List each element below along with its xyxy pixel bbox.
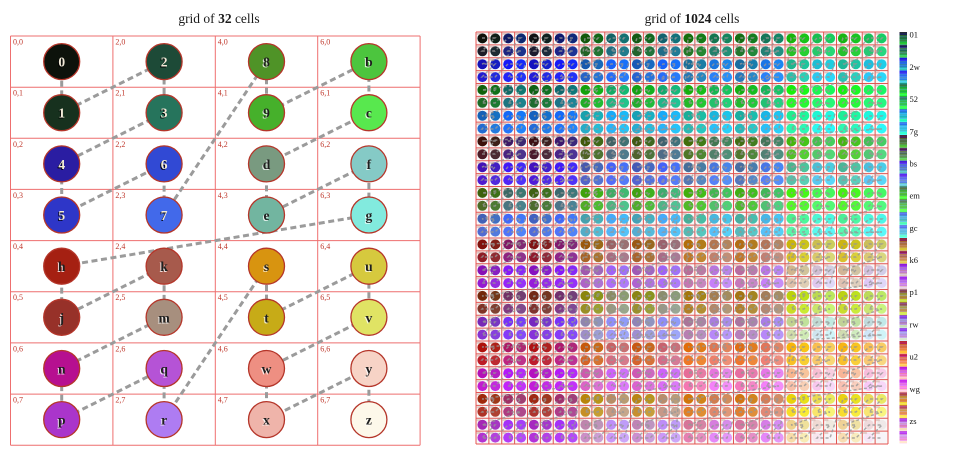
svg-text:6,2: 6,2: [320, 140, 330, 149]
svg-text:0,0: 0,0: [13, 38, 23, 47]
svg-text:4,0: 4,0: [218, 38, 228, 47]
svg-text:2,2: 2,2: [115, 140, 125, 149]
svg-text:r: r: [161, 413, 167, 428]
svg-text:zs: zs: [910, 416, 917, 426]
svg-text:p: p: [58, 413, 66, 428]
svg-text:u2: u2: [910, 352, 919, 362]
svg-text:01: 01: [910, 30, 919, 40]
svg-text:6,7: 6,7: [320, 396, 330, 405]
svg-text:m: m: [158, 310, 170, 325]
svg-text:7g: 7g: [910, 126, 919, 136]
svg-text:u: u: [365, 259, 373, 274]
svg-text:0: 0: [58, 55, 65, 70]
svg-text:0,5: 0,5: [13, 293, 23, 302]
svg-text:j: j: [58, 310, 64, 325]
svg-text:6: 6: [161, 157, 168, 172]
svg-text:4,6: 4,6: [218, 344, 228, 353]
svg-text:5: 5: [58, 208, 65, 223]
svg-text:2,5: 2,5: [115, 293, 125, 302]
svg-text:s: s: [264, 259, 269, 274]
svg-text:4,3: 4,3: [218, 191, 228, 200]
svg-text:wg: wg: [910, 384, 921, 394]
svg-text:y: y: [366, 362, 373, 377]
svg-text:v: v: [366, 310, 373, 325]
svg-text:e: e: [264, 208, 270, 223]
svg-text:2,6: 2,6: [115, 344, 125, 353]
svg-text:2,1: 2,1: [115, 89, 125, 98]
svg-text:w: w: [262, 362, 272, 377]
svg-text:4,5: 4,5: [218, 293, 228, 302]
svg-text:6,5: 6,5: [320, 293, 330, 302]
svg-text:8: 8: [263, 55, 270, 70]
svg-text:0,3: 0,3: [13, 191, 23, 200]
svg-text:q: q: [160, 362, 168, 377]
svg-text:3: 3: [161, 106, 168, 121]
svg-text:n: n: [58, 362, 66, 377]
svg-text:2w: 2w: [910, 62, 921, 72]
svg-text:7: 7: [161, 208, 168, 223]
svg-text:4,1: 4,1: [218, 89, 228, 98]
svg-text:em: em: [910, 191, 921, 201]
svg-text:0,1: 0,1: [13, 89, 23, 98]
svg-text:0,4: 0,4: [13, 242, 23, 251]
svg-text:9: 9: [263, 106, 270, 121]
svg-text:x: x: [263, 413, 270, 428]
svg-text:0,2: 0,2: [13, 140, 23, 149]
svg-text:2,0: 2,0: [115, 38, 125, 47]
svg-text:p1: p1: [910, 287, 919, 297]
svg-text:c: c: [366, 106, 372, 121]
svg-text:6,0: 6,0: [320, 38, 330, 47]
svg-text:6,6: 6,6: [320, 344, 330, 353]
svg-text:6,1: 6,1: [320, 89, 330, 98]
svg-text:4,7: 4,7: [218, 396, 228, 405]
svg-text:grid of 32 cells: grid of 32 cells: [178, 11, 259, 26]
svg-text:6,3: 6,3: [320, 191, 330, 200]
svg-text:gc: gc: [910, 223, 918, 233]
svg-text:0,6: 0,6: [13, 344, 23, 353]
svg-text:h: h: [58, 259, 66, 274]
svg-text:1: 1: [58, 106, 65, 121]
svg-text:52: 52: [910, 94, 919, 104]
svg-text:g: g: [366, 208, 373, 223]
svg-text:k6: k6: [910, 255, 919, 265]
svg-text:2,7: 2,7: [115, 396, 125, 405]
svg-text:4,4: 4,4: [218, 242, 228, 251]
svg-text:2,4: 2,4: [115, 242, 125, 251]
svg-text:rw: rw: [910, 319, 920, 329]
svg-text:d: d: [263, 157, 271, 172]
svg-text:t: t: [264, 310, 269, 325]
svg-text:6,4: 6,4: [320, 242, 330, 251]
svg-text:4,2: 4,2: [218, 140, 228, 149]
svg-text:0,7: 0,7: [13, 396, 23, 405]
svg-text:b: b: [365, 55, 373, 70]
svg-text:2: 2: [161, 55, 168, 70]
svg-text:2,3: 2,3: [115, 191, 125, 200]
svg-text:f: f: [367, 157, 372, 172]
svg-text:z: z: [366, 413, 372, 428]
svg-text:k: k: [160, 259, 168, 274]
svg-text:4: 4: [58, 157, 65, 172]
svg-text:grid of 1024 cells: grid of 1024 cells: [645, 11, 740, 26]
svg-text:bs: bs: [910, 159, 918, 169]
